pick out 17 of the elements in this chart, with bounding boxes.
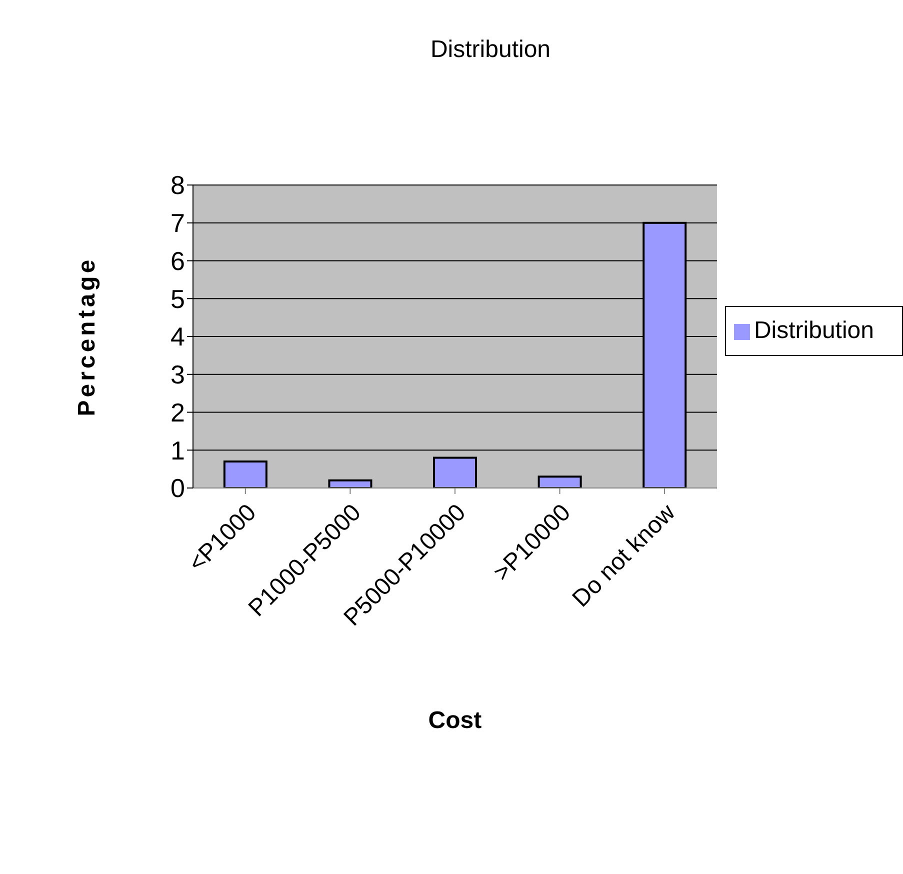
- chart-title: Distribution: [429, 36, 552, 64]
- bar: [223, 460, 268, 488]
- y-tick-label: 0: [170, 473, 185, 504]
- bar: [433, 456, 478, 488]
- y-tick-label: 3: [170, 360, 185, 390]
- y-tick-label: 6: [170, 246, 185, 276]
- x-axis-title: Cost: [428, 707, 482, 734]
- y-tick-label: 4: [170, 322, 185, 352]
- y-axis-title: Percentage: [74, 256, 101, 416]
- y-tick-label: 2: [170, 397, 185, 428]
- legend-label: Distribution: [754, 317, 874, 344]
- bar: [538, 476, 582, 488]
- y-tick-label: 5: [170, 284, 185, 314]
- y-tick-label: 8: [170, 170, 185, 200]
- y-tick-label: 1: [170, 435, 185, 466]
- y-tick-label: 7: [170, 208, 185, 238]
- bar: [328, 479, 372, 488]
